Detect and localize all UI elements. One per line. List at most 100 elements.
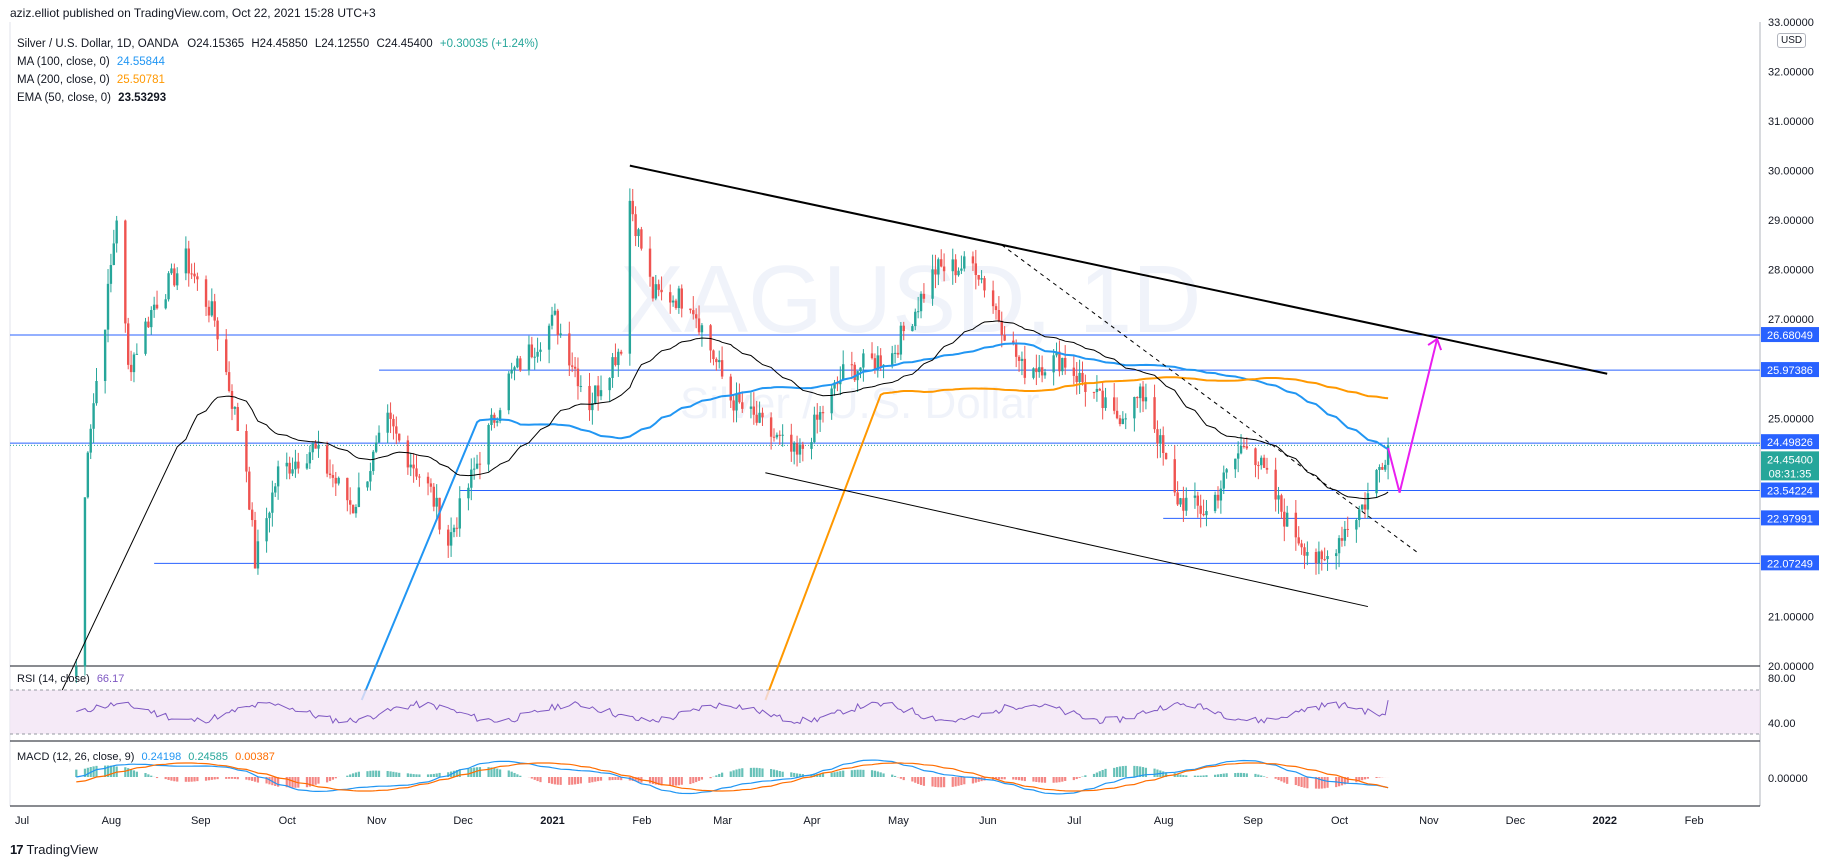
macd-bar	[620, 777, 623, 781]
rsi-legend[interactable]: RSI (14, close) 66.17	[17, 673, 124, 685]
candle-body	[694, 314, 698, 319]
macd-bar	[1055, 777, 1058, 783]
candle-body	[170, 268, 173, 274]
candle-body	[533, 356, 536, 358]
macd-bar	[334, 777, 337, 779]
candle-body	[106, 283, 110, 330]
macd-bar	[634, 777, 637, 782]
macd-bar	[1121, 766, 1124, 777]
candle-body	[204, 279, 208, 307]
candle-body	[109, 265, 113, 284]
macd-bar	[467, 768, 470, 777]
candle-body	[1274, 469, 1277, 500]
candle-body	[611, 357, 614, 378]
currency-badge[interactable]: USD	[1777, 33, 1807, 48]
macd-bar	[210, 777, 213, 780]
candle-body	[348, 500, 352, 505]
candle-body	[1280, 495, 1283, 512]
macd-bar	[914, 777, 917, 783]
macd-bar	[1297, 777, 1300, 787]
rsi-value: 66.17	[96, 673, 125, 685]
time-axis[interactable]: Jul Aug Sep Oct Nov Dec 2021 Feb Mar Apr May Jun Jul…	[15, 815, 1704, 827]
candle-body	[1213, 494, 1217, 512]
macd-bar	[752, 767, 755, 777]
macd-bar	[591, 777, 594, 783]
price-label-bg	[1761, 482, 1819, 498]
macd-bar	[507, 770, 510, 777]
price-label-bg	[1761, 451, 1819, 467]
macd-bar	[83, 768, 87, 777]
candle-body	[519, 358, 522, 371]
candle-body	[147, 321, 150, 328]
macd-bar	[392, 771, 395, 777]
candle-body	[934, 269, 937, 275]
macd-legend[interactable]: MACD (12, 26, close, 9) 0.24198 0.24585 …	[17, 751, 275, 763]
macd-bar	[216, 777, 219, 780]
candle-body	[1020, 358, 1024, 361]
macd-bar	[1078, 777, 1081, 778]
price-label-text: 08:31:35	[1769, 468, 1812, 480]
time-tick: Apr	[803, 815, 820, 827]
candle-body	[1113, 397, 1116, 411]
ema50-label[interactable]: EMA (50, close, 0)	[17, 92, 111, 104]
macd-bar	[1041, 777, 1044, 783]
rsi-pane	[10, 689, 1760, 735]
macd-bar	[452, 770, 456, 777]
macd-bar	[1260, 775, 1263, 777]
candle-body	[873, 358, 877, 370]
candle-body	[1245, 446, 1249, 449]
candle-body	[631, 200, 634, 215]
rsi-level-40: 40.00	[1768, 718, 1796, 730]
macd-bar	[95, 765, 98, 777]
candle-body	[1242, 446, 1246, 448]
candle-body	[230, 390, 234, 409]
macd-bar	[1361, 777, 1364, 781]
candle-body	[1144, 397, 1148, 402]
macd-bar	[1032, 777, 1035, 782]
candle-body	[256, 541, 260, 569]
macd-bar	[741, 768, 744, 777]
candle-body	[1055, 351, 1058, 356]
symbol-title[interactable]: Silver / U.S. Dollar, 1D, OANDA	[17, 38, 179, 50]
macd-bar	[164, 777, 167, 780]
time-tick: Dec	[1506, 815, 1526, 827]
candle-body	[452, 527, 456, 533]
candle-body	[1035, 368, 1038, 373]
macd-bar	[778, 770, 781, 777]
macd-bar	[758, 768, 761, 777]
macd-bar	[225, 777, 228, 779]
candle-body	[1358, 509, 1361, 521]
ma200-label[interactable]: MA (200, close, 0)	[17, 74, 110, 86]
macd-value-2: 0.24585	[188, 751, 229, 763]
candle-body	[1003, 334, 1006, 341]
time-tick: Nov	[1419, 815, 1439, 827]
candle-body	[83, 497, 87, 667]
ma200-value: 25.50781	[116, 74, 165, 86]
macd-bar	[1136, 766, 1139, 777]
time-tick: Jul	[1067, 815, 1081, 827]
macd-bar	[839, 771, 842, 777]
rsi-level-80: 80.00	[1768, 673, 1796, 685]
macd-bar	[1092, 773, 1096, 777]
macd-bar	[1064, 777, 1067, 781]
candle-body	[980, 278, 983, 280]
macd-bar	[1346, 777, 1349, 784]
candle-body	[1023, 358, 1027, 378]
candle-body	[977, 275, 980, 280]
macd-bar	[1179, 774, 1182, 777]
candle-body	[579, 385, 583, 387]
macd-bar	[1306, 777, 1309, 789]
tradingview-footer[interactable]: 17 TradingView	[10, 842, 98, 857]
candle-body	[418, 476, 421, 478]
candle-body	[640, 229, 643, 249]
ma100-label[interactable]: MA (100, close, 0)	[17, 56, 110, 68]
time-tick: Dec	[453, 815, 473, 827]
candle-body	[1300, 543, 1303, 548]
price-label-bg	[1761, 362, 1819, 378]
price-tick: 32.00000	[1768, 67, 1814, 79]
candle-body	[1262, 457, 1266, 468]
candle-body	[1017, 356, 1021, 361]
candle-body	[207, 306, 211, 316]
price-axis[interactable]: 33.00000 32.00000 31.00000 30.00000 29.00000…	[1768, 17, 1814, 673]
